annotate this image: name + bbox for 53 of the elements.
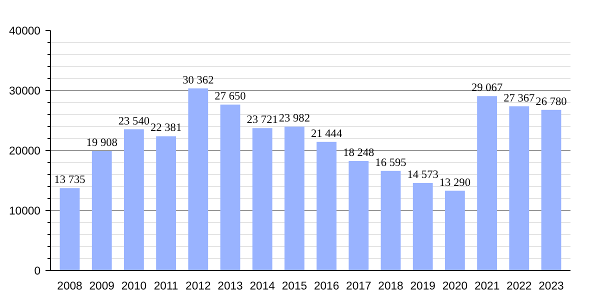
x-tick-label: 2015 [282,280,308,292]
x-tick-label: 2019 [410,280,436,292]
bar [60,188,80,270]
bar [220,104,240,270]
data-label: 18 248 [343,147,375,160]
x-tick-label: 2023 [538,280,564,292]
bar [316,142,336,270]
data-label: 19 908 [86,137,118,150]
data-label: 26 780 [536,96,568,108]
data-label: 30 362 [182,74,214,86]
bar [92,151,112,270]
data-label: 23 982 [278,112,310,125]
data-label: 14 573 [407,169,439,182]
data-label: 16 595 [375,156,407,169]
bar [348,161,369,270]
bar [188,88,208,270]
data-label: 13 290 [439,176,471,189]
data-label: 22 381 [150,122,182,134]
data-label: 29 067 [471,82,503,94]
bar [124,129,144,270]
y-tick-label: 0 [34,266,41,278]
y-tick-label: 40000 [9,26,41,38]
y-tick-label: 20000 [9,146,41,158]
bar [412,183,433,270]
data-label: 13 735 [54,174,86,186]
x-tick-label: 2014 [250,280,275,292]
x-tick-label: 2018 [378,280,404,292]
x-tick-label: 2020 [442,280,468,292]
bar [284,126,304,270]
bar [252,128,272,270]
x-tick-label: 2011 [154,280,178,292]
data-label: 21 444 [310,128,342,140]
bar [509,106,530,270]
x-tick-label: 2017 [346,280,372,292]
data-label: 27 650 [214,90,246,103]
bar [380,170,401,270]
bar [541,110,562,270]
x-tick-label: 2016 [314,280,340,292]
x-tick-label: 2022 [506,280,532,292]
data-label: 27 367 [504,92,536,104]
y-tick-label: 10000 [9,206,41,218]
bar [156,136,176,270]
data-label: 23 721 [246,114,278,126]
x-tick-label: 2013 [218,280,243,292]
y-tick-label: 30000 [9,86,41,98]
x-tick-label: 2021 [474,280,500,292]
x-tick-label: 2012 [186,280,211,292]
x-tick-label: 2009 [89,280,114,292]
data-label: 23 540 [118,115,150,128]
x-tick-label: 2008 [57,280,82,292]
bar [477,96,497,270]
bar [444,190,465,270]
x-tick-label: 2010 [121,280,147,292]
